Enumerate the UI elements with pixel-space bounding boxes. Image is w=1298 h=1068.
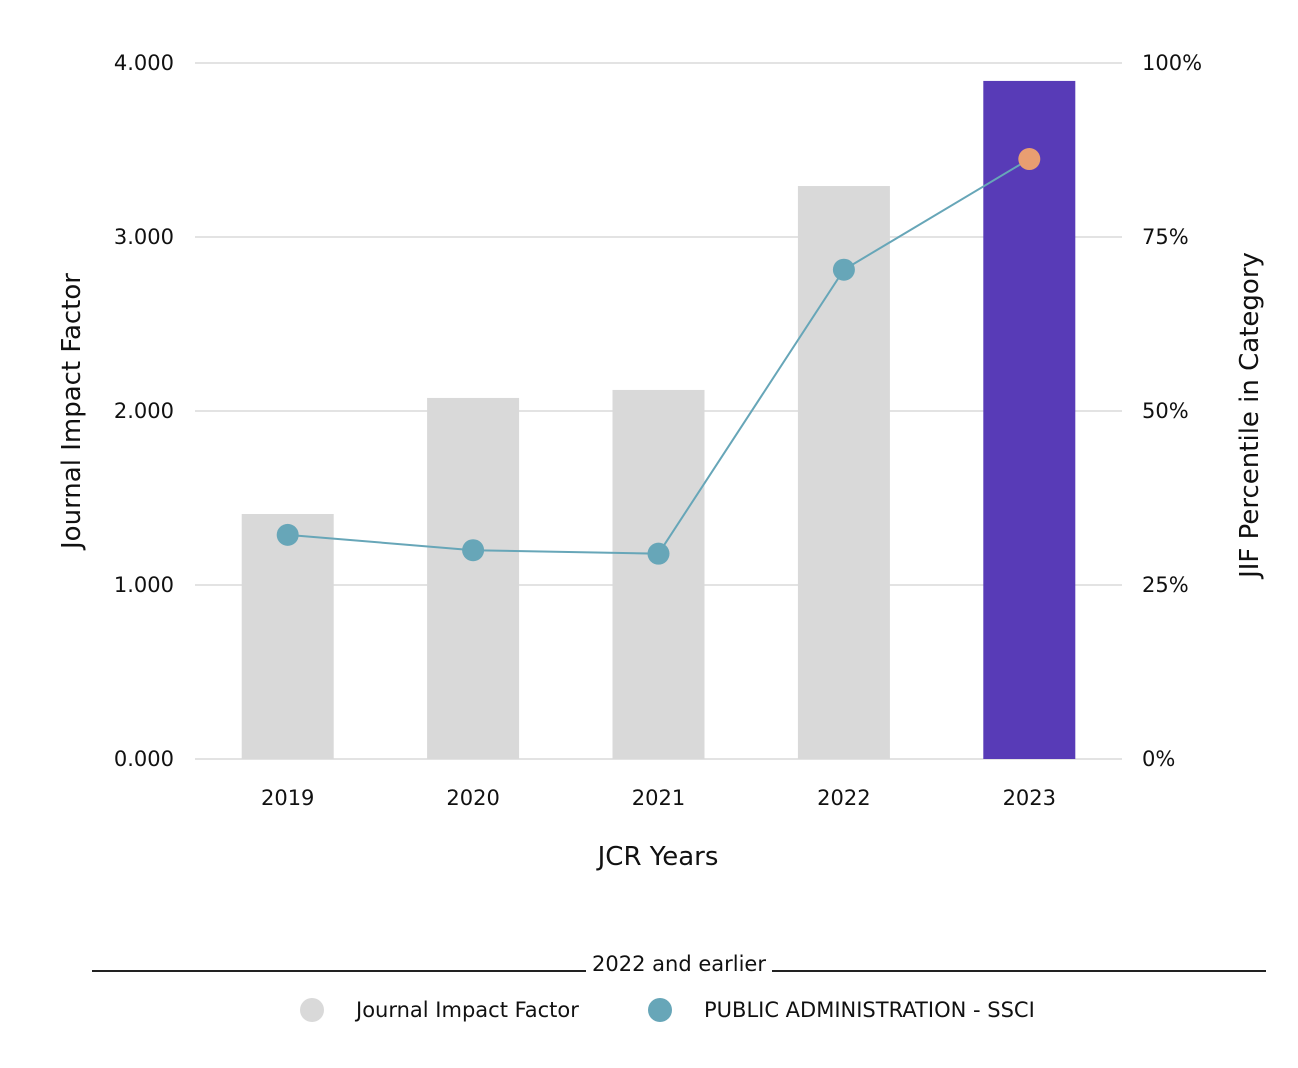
chart: 0.000 1.000 2.000 3.000 4.000 0% 25% 50% 75% 100… (57, 51, 1265, 872)
percentile-point-2020 (462, 539, 485, 562)
bar-2019 (241, 514, 334, 759)
y2-tick-label: 0% (1142, 747, 1175, 771)
legend-item-category[interactable]: PUBLIC ADMINISTRATION - SSCI (648, 992, 1035, 1028)
y-tick-label: 1.000 (114, 573, 174, 597)
y2-tick-label: 50% (1142, 399, 1189, 423)
percentile-point-2023 (1018, 148, 1041, 171)
y-tick-label: 2.000 (114, 399, 174, 423)
legend-rule-right (772, 970, 1266, 972)
y2-tick-label: 75% (1142, 225, 1189, 249)
x-tick-label: 2022 (817, 786, 870, 810)
legend-label: PUBLIC ADMINISTRATION - SSCI (704, 998, 1035, 1022)
y-tick-label: 4.000 (114, 51, 174, 75)
percentile-point-2021 (647, 542, 670, 565)
percentile-line (276, 148, 1041, 565)
y-tick-label: 0.000 (114, 747, 174, 771)
y2-tick-label: 100% (1142, 51, 1202, 75)
bar-2021 (612, 389, 705, 759)
jif-swatch-icon (300, 998, 324, 1022)
bar-2022 (797, 186, 890, 759)
bar-2023 (983, 80, 1076, 759)
y2-axis-title: JIF Percentile in Category (1235, 252, 1265, 580)
legend-item-jif[interactable]: Journal Impact Factor (300, 992, 579, 1028)
bars (241, 80, 1076, 759)
legend-label: Journal Impact Factor (356, 998, 579, 1022)
x-tick-label: 2020 (446, 786, 499, 810)
y-axis-left-ticks: 0.000 1.000 2.000 3.000 4.000 (114, 51, 174, 771)
x-axis-ticks: 2019 2020 2021 2022 2023 (261, 786, 1056, 810)
x-axis-title: JCR Years (596, 842, 719, 872)
x-tick-label: 2019 (261, 786, 314, 810)
y2-tick-label: 25% (1142, 573, 1189, 597)
y-tick-label: 3.000 (114, 225, 174, 249)
legend-header-label: 2022 and earlier (586, 952, 772, 976)
bar-2020 (427, 397, 520, 759)
y-axis-title: Journal Impact Factor (57, 273, 87, 551)
y-axis-right-ticks: 0% 25% 50% 75% 100% (1142, 51, 1202, 771)
legend-header: 2022 and earlier (92, 946, 1266, 976)
percentile-point-2022 (832, 258, 855, 281)
x-tick-label: 2023 (1003, 786, 1056, 810)
legend-rule-left (92, 970, 587, 972)
percentile-point-2019 (276, 523, 299, 546)
category-swatch-icon (648, 998, 672, 1022)
x-tick-label: 2021 (632, 786, 685, 810)
